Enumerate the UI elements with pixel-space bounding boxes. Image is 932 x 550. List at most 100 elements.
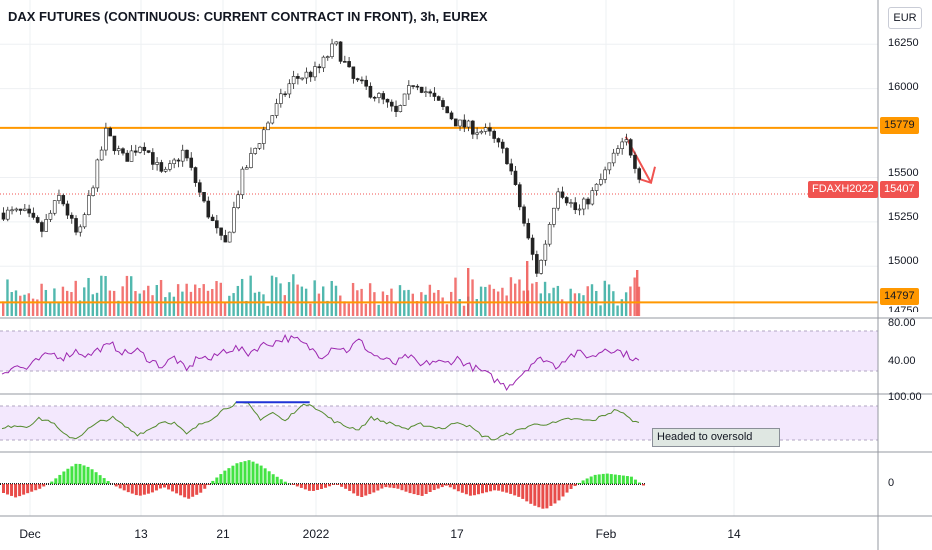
candle-body xyxy=(637,168,642,180)
histogram-bar xyxy=(2,484,5,493)
volume-bar xyxy=(19,295,22,316)
volume-bar xyxy=(147,285,150,316)
histogram-bar xyxy=(271,474,275,484)
histogram-bar xyxy=(456,484,460,492)
candle-body xyxy=(69,214,74,219)
histogram-bar xyxy=(183,484,187,498)
candle-body xyxy=(407,85,411,95)
histogram-bar xyxy=(263,468,267,484)
histogram-bar xyxy=(54,478,58,484)
volume-bar xyxy=(121,286,124,316)
histogram-bar xyxy=(637,482,641,484)
resistance-price-tag: 15779 xyxy=(880,117,919,134)
histogram-bar xyxy=(633,479,637,484)
histogram-bar xyxy=(408,484,412,494)
histogram-bar xyxy=(585,478,589,484)
histogram-bar xyxy=(545,484,549,509)
candle-body xyxy=(556,191,560,209)
hist-tick: 0 xyxy=(888,477,895,489)
candle-body xyxy=(325,56,330,58)
histogram-bar xyxy=(525,484,529,502)
volume-bar xyxy=(87,277,90,316)
rsi-band xyxy=(0,331,878,371)
histogram-bar xyxy=(171,484,175,492)
candle-body xyxy=(249,153,253,168)
histogram-bar xyxy=(114,484,118,487)
volume-bar xyxy=(445,304,449,316)
volume-bar xyxy=(168,292,171,316)
candle-body xyxy=(223,235,228,243)
volume-bar xyxy=(270,275,274,316)
volume-bar xyxy=(27,293,30,316)
volume-bar xyxy=(194,284,197,316)
volume-bar xyxy=(633,277,636,316)
candle-body xyxy=(151,152,155,165)
candle-body xyxy=(206,200,211,218)
candle-body xyxy=(343,61,347,63)
volume-bar xyxy=(394,301,397,316)
candle-body xyxy=(210,216,215,221)
volume-bar xyxy=(78,300,82,316)
histogram-bar xyxy=(303,484,307,490)
candle-body xyxy=(125,152,130,162)
histogram-bar xyxy=(340,484,344,487)
volume-bar xyxy=(125,275,129,316)
volume-bar xyxy=(347,303,350,316)
volume-bar xyxy=(266,305,269,316)
volume-bar xyxy=(381,291,385,316)
histogram-bar xyxy=(175,484,179,494)
horizontal-levels xyxy=(0,126,878,304)
candle-body xyxy=(620,141,624,149)
volume-bar xyxy=(10,292,13,316)
candle-body xyxy=(232,207,236,233)
candle-body xyxy=(215,220,219,229)
candle-body xyxy=(112,135,117,152)
volume-bar xyxy=(573,293,577,316)
time-tick: 13 xyxy=(134,527,148,541)
volume-bar xyxy=(514,283,517,316)
candle-body xyxy=(185,149,189,159)
histogram-bar xyxy=(476,484,480,495)
volume-bar xyxy=(296,284,299,316)
histogram-bar xyxy=(243,461,247,484)
candle-body xyxy=(116,148,121,152)
candle-body xyxy=(283,93,287,96)
histogram-bar xyxy=(372,484,376,493)
volume-bar xyxy=(309,303,312,316)
histogram-bar xyxy=(505,484,509,493)
histogram-bar xyxy=(412,484,416,495)
time-tick: Feb xyxy=(595,527,617,541)
histogram-bar xyxy=(291,484,295,485)
volume-bar xyxy=(560,299,564,316)
volume-bar xyxy=(48,301,52,316)
candle-body xyxy=(389,101,394,107)
volume-bar xyxy=(539,293,542,316)
histogram-bar xyxy=(642,484,645,486)
candle-body xyxy=(377,93,381,98)
volume-bar xyxy=(287,282,291,316)
candle-body xyxy=(287,83,292,95)
candle-body xyxy=(513,170,518,185)
volume-bar xyxy=(565,301,568,316)
histogram-bar xyxy=(90,469,94,484)
candle-body xyxy=(133,150,138,153)
candle-body xyxy=(240,168,245,196)
candle-body xyxy=(394,105,398,112)
histogram-bar xyxy=(195,484,199,495)
volume-bar xyxy=(556,285,560,316)
oscillator-line xyxy=(1,401,640,441)
support-price-tag: 14797 xyxy=(880,288,919,305)
histogram-bar xyxy=(464,484,468,495)
histogram-bar xyxy=(239,462,243,484)
currency-button[interactable]: EUR xyxy=(888,7,922,29)
candle-body xyxy=(547,224,552,245)
candle-body xyxy=(219,227,223,236)
histogram-bar xyxy=(553,484,557,504)
volume-bar xyxy=(104,276,107,316)
histogram-bar xyxy=(126,484,130,493)
candle-body xyxy=(552,207,556,225)
histogram-bar xyxy=(118,484,122,489)
histogram-bar xyxy=(287,483,291,484)
time-tick: 14 xyxy=(727,527,741,541)
